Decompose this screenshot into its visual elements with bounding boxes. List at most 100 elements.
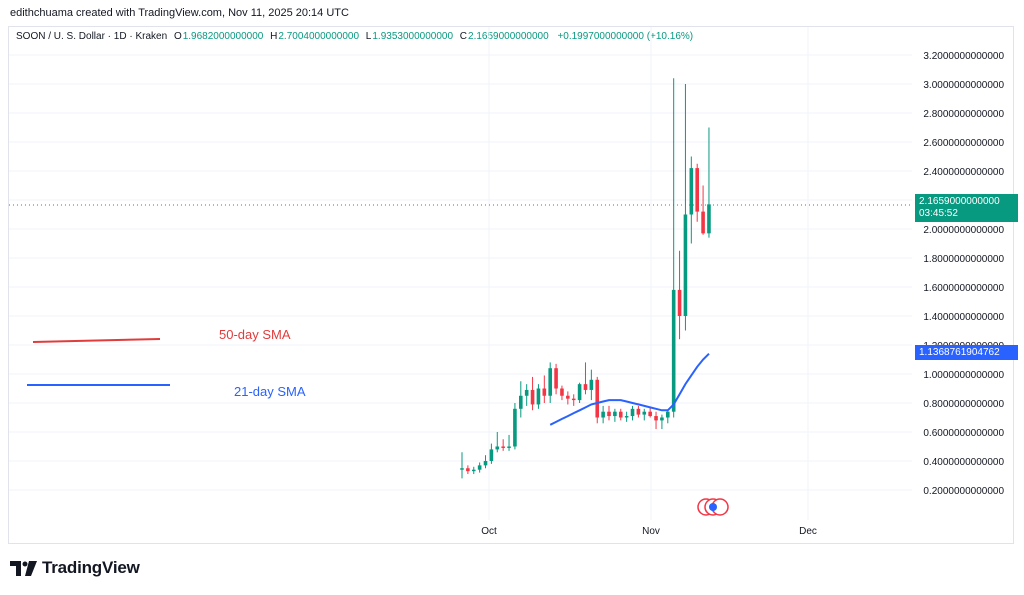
candle (577, 382, 582, 403)
candle-body (571, 398, 576, 401)
candle (471, 466, 476, 475)
candle (542, 375, 547, 403)
sma-value-tag: 1.1368761904762 (915, 345, 1018, 360)
candle (613, 408, 617, 422)
candle-body (701, 211, 705, 234)
open-label: O (173, 31, 182, 42)
symbol-name[interactable]: SOON / U. S. Dollar · 1D · Kraken (16, 31, 168, 42)
price-tick-label: 3.0000000000000 (923, 80, 1004, 91)
candles (460, 78, 711, 479)
time-tick-label: Oct (481, 526, 497, 537)
candle (642, 408, 647, 421)
candle-body (630, 408, 635, 417)
candle (660, 414, 664, 430)
candle-body (460, 468, 464, 470)
price-tick-label: 0.4000000000000 (923, 457, 1004, 468)
candle-body (618, 411, 623, 418)
candle-body (613, 411, 617, 417)
price-tick-label: 3.2000000000000 (923, 51, 1004, 62)
candle-body (554, 368, 558, 389)
candle-body (466, 468, 470, 472)
candle (707, 127, 711, 238)
sma21-line (549, 352, 710, 426)
candle-body (607, 411, 611, 417)
candle-body (513, 408, 517, 447)
sma50-legend-line (32, 338, 161, 343)
candle (630, 405, 635, 421)
candle-body (683, 214, 688, 316)
tradingview-logo-icon (10, 561, 37, 576)
candle-body (636, 408, 641, 415)
candle-body (566, 395, 570, 399)
candle (566, 391, 570, 405)
price-tick-label: 2.8000000000000 (923, 109, 1004, 120)
candle (618, 408, 623, 421)
time-tick-label: Dec (799, 526, 817, 537)
tradingview-brand[interactable]: TradingView (10, 558, 140, 578)
candle (607, 405, 611, 421)
candle (601, 405, 605, 424)
candle (701, 185, 705, 235)
candle (571, 394, 576, 406)
candle (524, 384, 529, 406)
candle (636, 405, 641, 418)
candle (624, 411, 629, 422)
candle-body (707, 204, 711, 234)
price-tick-label: 1.8000000000000 (923, 254, 1004, 265)
brand-name: TradingView (42, 558, 140, 577)
bar-countdown: 03:45:52 (919, 208, 958, 219)
candle (507, 434, 511, 451)
chart-frame (8, 26, 1014, 544)
symbol-legend: SOON / U. S. Dollar · 1D · Kraken O1.968… (16, 31, 693, 42)
grid (9, 27, 912, 520)
candle (695, 163, 699, 222)
price-axis[interactable]: 0.2000000000000 0.4000000000000 0.60000000… (923, 51, 1004, 497)
low-label: L (365, 31, 372, 42)
candle-body (642, 411, 647, 415)
time-axis[interactable]: Oct Nov Dec (481, 526, 817, 537)
price-tick-label: 2.4000000000000 (923, 167, 1004, 178)
candle (589, 369, 594, 401)
candle-body (519, 395, 523, 409)
candle-body (483, 461, 488, 466)
candle (501, 439, 505, 451)
candle (595, 376, 600, 424)
candle (536, 384, 541, 409)
candle-body (660, 417, 664, 421)
candle-body (536, 388, 541, 405)
candle (460, 452, 464, 479)
candle-body (477, 465, 482, 470)
sma-lines (549, 352, 710, 426)
candle-body (589, 379, 594, 390)
high-value: 2.7004000000000 (278, 31, 360, 42)
candle-body (507, 446, 511, 448)
high-label: H (270, 31, 278, 42)
events-icon[interactable] (696, 497, 730, 517)
candle-body (624, 416, 629, 418)
candle-body (695, 168, 699, 212)
candle-body (577, 384, 582, 401)
low-value: 1.9353000000000 (372, 31, 453, 42)
candle-body (501, 446, 505, 448)
candle-body (601, 411, 605, 418)
price-tick-label: 2.0000000000000 (923, 225, 1004, 236)
candle (483, 455, 488, 469)
creator-line: edithchuama created with TradingView.com… (10, 7, 349, 19)
price-tick-label: 0.8000000000000 (923, 399, 1004, 410)
price-tick-label: 0.6000000000000 (923, 428, 1004, 439)
candle (530, 376, 535, 411)
candle (548, 362, 552, 403)
candle (671, 78, 676, 418)
price-tick-label: 2.6000000000000 (923, 138, 1004, 149)
candle-body (524, 389, 529, 396)
sma50-annotation: 50-day SMA (219, 327, 291, 342)
open-value: 1.9682000000000 (182, 31, 264, 42)
last-price-tag: 2.1659000000000 03:45:52 (915, 194, 1018, 222)
candle-body (595, 379, 600, 418)
candle-body (548, 368, 552, 396)
candle-body (471, 469, 476, 472)
candle (477, 462, 482, 473)
candle-body (560, 388, 564, 396)
price-tick-label: 1.0000000000000 (923, 370, 1004, 381)
